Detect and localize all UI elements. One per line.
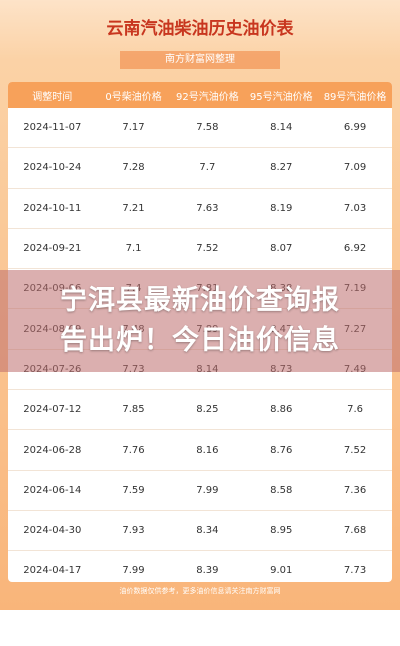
title: 云南汽油柴油历史油价表 bbox=[106, 19, 294, 39]
table-cell: 2024-11-07 bbox=[23, 122, 82, 134]
table-cell: 2024-10-11 bbox=[23, 202, 82, 214]
table-cell: 8.76 bbox=[270, 444, 293, 456]
banner-text: 告出炉！今日油价信息 bbox=[60, 325, 340, 356]
table-cell: 7.6 bbox=[347, 404, 364, 416]
table-cell: 8.39 bbox=[196, 565, 219, 577]
table-cell: 7.99 bbox=[122, 565, 145, 577]
table-cell: 2024-06-14 bbox=[23, 484, 82, 496]
table-cell: 6.92 bbox=[343, 243, 367, 255]
table-cell: 7.03 bbox=[343, 202, 367, 214]
table-cell: 7.7 bbox=[199, 162, 216, 174]
table-cell: 7.73 bbox=[343, 565, 367, 577]
table-cell: 8.16 bbox=[196, 444, 219, 456]
table-row: 2024-04-30 7.93 8.34 8.95 7.68 bbox=[8, 511, 392, 552]
table-cell: 7.63 bbox=[196, 202, 219, 214]
table-cell: 7.28 bbox=[122, 162, 145, 174]
table-cell: 7.36 bbox=[343, 484, 367, 496]
table-cell: 7.52 bbox=[196, 243, 219, 255]
table-cell: 7.68 bbox=[343, 525, 367, 537]
banner-text: 宁洱县最新油价查询报 bbox=[60, 285, 340, 316]
column-header: 0号柴油价格 bbox=[105, 91, 162, 103]
table-row: 2024-10-11 7.21 7.63 8.19 7.03 bbox=[8, 189, 392, 229]
table-cell: 7.59 bbox=[122, 484, 145, 496]
table-cell: 8.58 bbox=[270, 484, 293, 496]
column-header: 调整时间 bbox=[32, 91, 73, 103]
table-row: 2024-06-28 7.76 8.16 8.76 7.52 bbox=[8, 430, 392, 471]
column-header: 89号汽油价格 bbox=[323, 91, 387, 103]
table-cell: 8.25 bbox=[196, 404, 219, 416]
table-cell: 7.58 bbox=[196, 122, 219, 134]
table-cell: 7.93 bbox=[122, 525, 145, 537]
table-cell: 7.52 bbox=[343, 444, 367, 456]
table-cell: 7.76 bbox=[122, 444, 145, 456]
table-cell: 6.99 bbox=[343, 122, 367, 134]
table-row: 2024-11-07 7.17 7.58 8.14 6.99 bbox=[8, 108, 392, 149]
table-cell: 7.21 bbox=[122, 202, 145, 214]
table-cell: 8.86 bbox=[270, 404, 293, 416]
column-header: 92号汽油价格 bbox=[176, 91, 239, 103]
banner: 宁洱县最新油价查询报 告出炉！今日油价信息 bbox=[0, 270, 400, 372]
table-row: 2024-07-12 7.85 8.25 8.86 7.6 bbox=[8, 390, 392, 431]
table-cell: 7.17 bbox=[122, 122, 145, 134]
table-row: 2024-04-17 7.99 8.39 9.01 7.73 bbox=[8, 551, 392, 582]
table-cell: 7.1 bbox=[125, 243, 142, 255]
table-cell: 2024-07-12 bbox=[23, 404, 82, 416]
table-cell: 8.19 bbox=[270, 202, 293, 214]
table-row: 2024-09-21 7.1 7.52 8.07 6.92 bbox=[8, 229, 392, 270]
table-cell: 2024-04-30 bbox=[23, 525, 82, 537]
footer: 油价数据仅供参考，更多油价信息请关注南方财富网 bbox=[119, 587, 281, 595]
table-cell: 7.09 bbox=[343, 162, 367, 174]
table-cell: 8.34 bbox=[196, 525, 219, 537]
table-cell: 7.85 bbox=[122, 404, 145, 416]
table-cell: 2024-09-21 bbox=[23, 243, 82, 255]
table-row: 2024-06-14 7.59 7.99 8.58 7.36 bbox=[8, 471, 392, 511]
table-cell: 2024-04-17 bbox=[23, 565, 82, 577]
table-cell: 8.07 bbox=[270, 243, 293, 255]
table-cell: 8.95 bbox=[270, 525, 293, 537]
table-cell: 2024-10-24 bbox=[23, 162, 82, 174]
table-cell: 8.14 bbox=[270, 122, 293, 134]
header-row: 调整时间 0号柴油价格 92号汽油价格 95号汽油价格 89号汽油价格 bbox=[8, 82, 392, 108]
table-cell: 9.01 bbox=[270, 565, 293, 577]
table-cell: 7.99 bbox=[196, 484, 219, 496]
table-cell: 2024-06-28 bbox=[23, 444, 82, 456]
table-row: 2024-10-24 7.28 7.7 8.27 7.09 bbox=[8, 148, 392, 189]
table-cell: 8.27 bbox=[270, 162, 293, 174]
subtitle: 南方财富网整理 bbox=[120, 51, 280, 69]
column-header: 95号汽油价格 bbox=[249, 91, 313, 103]
